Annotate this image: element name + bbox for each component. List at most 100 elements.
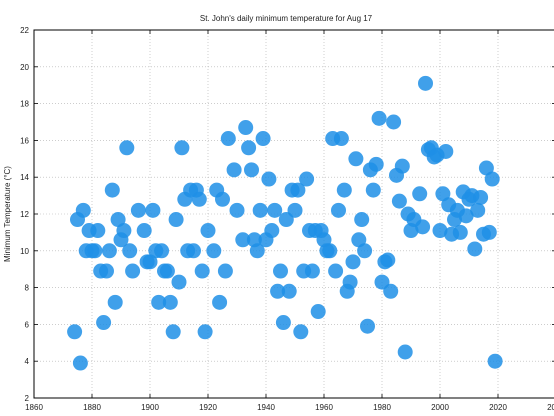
data-point — [162, 294, 178, 310]
data-point — [328, 263, 344, 279]
data-point — [154, 243, 170, 259]
data-point — [293, 324, 309, 340]
data-point — [171, 274, 187, 290]
data-point — [458, 208, 474, 224]
data-point — [206, 243, 222, 259]
y-tick-label: 20 — [20, 63, 29, 72]
data-point — [386, 114, 402, 130]
data-point — [470, 202, 486, 218]
data-point — [194, 263, 210, 279]
data-point — [238, 120, 254, 136]
x-axis-ticks: 1860 1880 1900 1920 1940 1960 1980 2000 2020 2040 — [25, 30, 554, 412]
data-point — [438, 143, 454, 159]
y-tick-label: 14 — [20, 173, 29, 182]
data-point — [432, 223, 448, 239]
x-tick-label: 1880 — [83, 403, 101, 412]
data-point — [322, 243, 338, 259]
data-point — [151, 294, 167, 310]
data-point — [75, 202, 91, 218]
data-point — [261, 171, 277, 187]
data-point — [435, 186, 451, 202]
data-point — [360, 318, 375, 334]
data-point — [255, 131, 271, 147]
y-tick-label: 6 — [25, 320, 30, 329]
data-point — [310, 304, 326, 320]
data-point — [101, 243, 117, 259]
data-point — [87, 243, 103, 259]
data-point — [136, 223, 152, 239]
x-tick-label: 1920 — [199, 403, 217, 412]
y-tick-label: 16 — [20, 136, 29, 145]
data-point — [104, 182, 120, 198]
data-point — [229, 202, 245, 218]
x-tick-label: 2040 — [547, 403, 554, 412]
data-point — [67, 324, 83, 340]
data-point — [331, 202, 346, 218]
data-point — [467, 241, 483, 257]
data-point — [391, 193, 407, 209]
y-tick-label: 10 — [20, 247, 29, 256]
data-point — [478, 160, 494, 176]
data-point — [244, 162, 259, 178]
data-point — [484, 171, 500, 187]
y-tick-label: 8 — [25, 284, 30, 293]
y-axis-label: Minimum Temperature (°C) — [3, 166, 12, 262]
data-point — [348, 151, 364, 167]
data-point — [368, 156, 384, 172]
data-point — [264, 223, 280, 239]
data-point — [107, 294, 123, 310]
data-point — [186, 243, 201, 259]
data-point — [299, 171, 315, 187]
chart-title: St. John's daily minimum temperature for… — [200, 14, 373, 23]
data-point — [99, 263, 114, 279]
data-point — [452, 224, 468, 240]
data-point — [473, 189, 489, 205]
data-point — [174, 140, 190, 156]
data-point — [275, 315, 291, 331]
data-point — [116, 223, 132, 239]
data-point — [357, 243, 373, 259]
data-point — [351, 232, 367, 248]
data-point — [235, 232, 251, 248]
data-point — [110, 212, 126, 228]
data-point — [336, 182, 352, 198]
data-point — [72, 355, 88, 371]
x-tick-label: 1960 — [315, 403, 333, 412]
y-tick-label: 18 — [20, 100, 29, 109]
y-axis-ticks: 2 4 6 8 10 12 14 16 18 20 22 — [20, 26, 554, 403]
data-point — [415, 219, 431, 235]
y-tick-label: 4 — [25, 357, 30, 366]
data-point — [125, 263, 141, 279]
data-point — [249, 243, 265, 259]
data-point — [365, 182, 381, 198]
data-point — [215, 191, 230, 207]
data-point — [122, 243, 138, 259]
data-point — [226, 162, 242, 178]
data-point — [333, 131, 349, 147]
x-tick-label: 1900 — [141, 403, 159, 412]
x-tick-label: 1980 — [373, 403, 391, 412]
data-point — [287, 202, 303, 218]
data-point — [119, 140, 135, 156]
data-point — [159, 263, 175, 279]
data-point — [191, 191, 207, 207]
data-point — [304, 263, 320, 279]
x-tick-label: 2020 — [489, 403, 507, 412]
x-tick-label: 1940 — [257, 403, 275, 412]
data-point — [394, 158, 410, 174]
data-point — [96, 315, 112, 331]
data-point — [397, 344, 413, 360]
data-point — [241, 140, 257, 156]
data-point — [90, 223, 106, 239]
data-point — [142, 254, 158, 270]
data-point — [197, 324, 213, 340]
data-point — [371, 110, 387, 126]
data-point — [487, 353, 503, 369]
data-point — [481, 224, 497, 240]
data-point — [270, 283, 286, 299]
data-point — [342, 274, 358, 290]
data-point — [267, 202, 283, 218]
data-point — [418, 75, 433, 91]
data-point — [168, 212, 184, 228]
